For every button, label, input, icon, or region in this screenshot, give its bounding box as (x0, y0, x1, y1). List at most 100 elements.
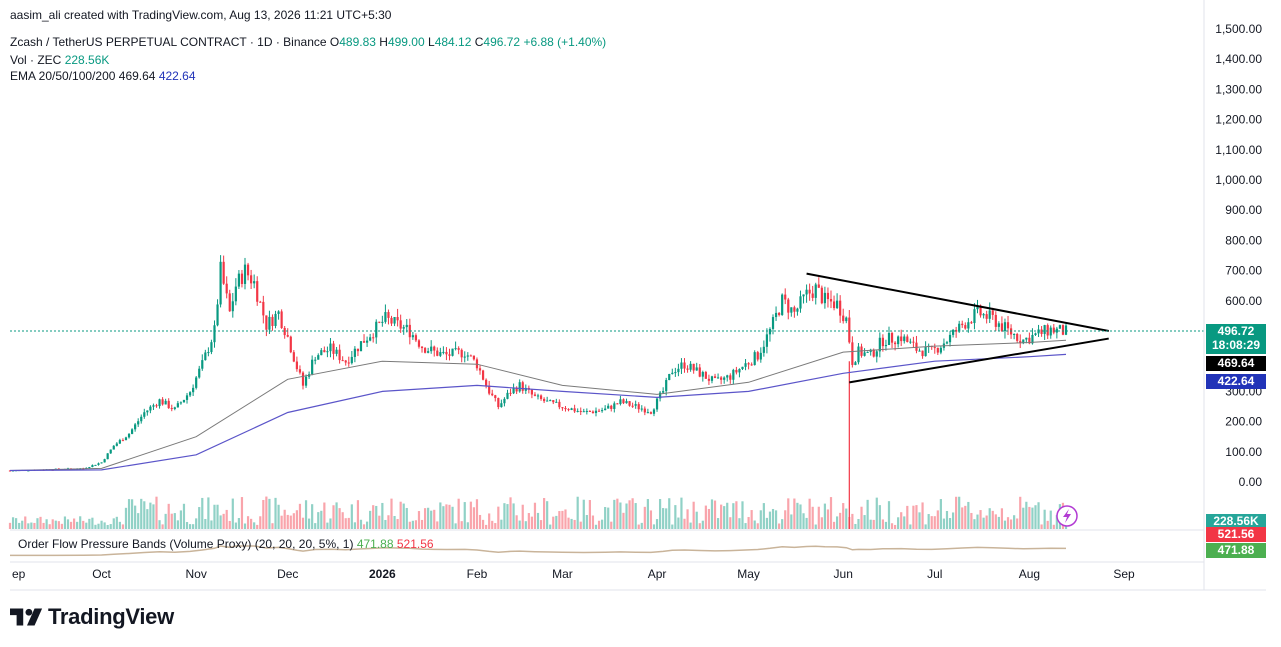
volume-bar (204, 518, 207, 529)
countdown-value: 18:08:29 (1211, 338, 1261, 352)
candle (634, 404, 637, 406)
candle (683, 362, 686, 369)
volume-bar (497, 506, 500, 529)
candle (1049, 327, 1052, 336)
volume-bar (390, 498, 393, 529)
candle (311, 359, 314, 375)
volume-bar (909, 524, 912, 529)
volume-bar (457, 498, 460, 529)
volume-bar (994, 514, 997, 529)
volume-bar (85, 522, 88, 529)
candle (628, 401, 631, 406)
candle (115, 443, 118, 446)
volume-bar (356, 500, 360, 529)
volume-bar (726, 502, 729, 529)
candle (170, 408, 173, 410)
volume-label: Vol · ZEC (10, 53, 62, 67)
replay-icon[interactable] (1056, 505, 1078, 527)
volume-bar (488, 513, 491, 529)
volume-bar (155, 496, 158, 529)
candle (918, 350, 921, 352)
volume-bar (628, 500, 631, 529)
volume-bar (314, 523, 317, 529)
volume-bar (893, 524, 897, 529)
volume-bar (716, 518, 720, 529)
candle (955, 329, 958, 332)
volume-bar (622, 512, 625, 529)
candle (390, 317, 393, 324)
volume-bar (262, 499, 265, 529)
candle (265, 315, 268, 330)
candle (735, 369, 738, 373)
candle (811, 293, 814, 298)
volume-bar (720, 504, 723, 529)
volume-bar (289, 515, 292, 529)
indicator-label: Order Flow Pressure Bands (Volume Proxy)… (18, 537, 354, 551)
time-tick-label: Aug (1019, 567, 1040, 581)
candle (100, 462, 103, 464)
volume-bar (692, 501, 695, 529)
volume-bar (695, 511, 698, 529)
volume-bar (686, 509, 689, 529)
volume-bar (430, 510, 433, 529)
volume-bar (414, 520, 418, 529)
candle (704, 372, 707, 379)
volume-bar (512, 503, 515, 529)
volume-bar (216, 504, 219, 529)
candle (851, 342, 854, 365)
candle (881, 337, 884, 347)
volume-bar (942, 518, 946, 529)
volume-bar (781, 519, 784, 529)
candle (976, 305, 979, 310)
volume-bar (985, 515, 988, 529)
candle (320, 350, 323, 356)
candle (414, 335, 418, 341)
candle (945, 342, 949, 344)
candle (1064, 325, 1068, 335)
candle (488, 385, 491, 394)
candle (127, 433, 131, 438)
volume-bar (332, 505, 335, 529)
volume-bar (185, 522, 189, 529)
volume-bar (668, 498, 671, 529)
candle (707, 378, 711, 381)
volume-bar (836, 516, 839, 529)
candle (1003, 322, 1007, 332)
volume-bar (774, 510, 778, 529)
candle (158, 399, 161, 407)
price-tick-label: 1,000.00 (1215, 173, 1262, 187)
volume-bar (832, 521, 836, 529)
volume-bar (485, 524, 488, 529)
candle (594, 410, 598, 414)
volume-bar (927, 514, 930, 529)
volume-bar (747, 517, 750, 529)
volume-bar (149, 502, 152, 529)
volume-bar (280, 515, 283, 529)
volume-bar (951, 512, 955, 529)
candle (130, 429, 134, 434)
candle (658, 392, 662, 399)
volume-bar (973, 519, 976, 529)
volume-bar (1016, 518, 1019, 529)
volume-bar (472, 507, 476, 529)
volume-bar (799, 504, 802, 529)
volume-bar (365, 521, 369, 529)
candle (582, 411, 585, 413)
candle (109, 449, 112, 454)
volume-bar (597, 520, 601, 529)
volume-bar (823, 503, 826, 529)
candle (94, 464, 97, 466)
volume-bar (30, 522, 33, 529)
candle (411, 335, 414, 338)
volume-bar (820, 517, 823, 529)
volume-bar (179, 510, 183, 529)
volume-bar (982, 517, 985, 529)
tradingview-logo[interactable]: TradingView (10, 604, 174, 630)
volume-bar (536, 512, 540, 529)
candle (756, 352, 759, 360)
volume-bar (219, 515, 222, 529)
candle (637, 404, 640, 410)
volume-bar (817, 506, 820, 529)
volume-bar (112, 518, 115, 529)
